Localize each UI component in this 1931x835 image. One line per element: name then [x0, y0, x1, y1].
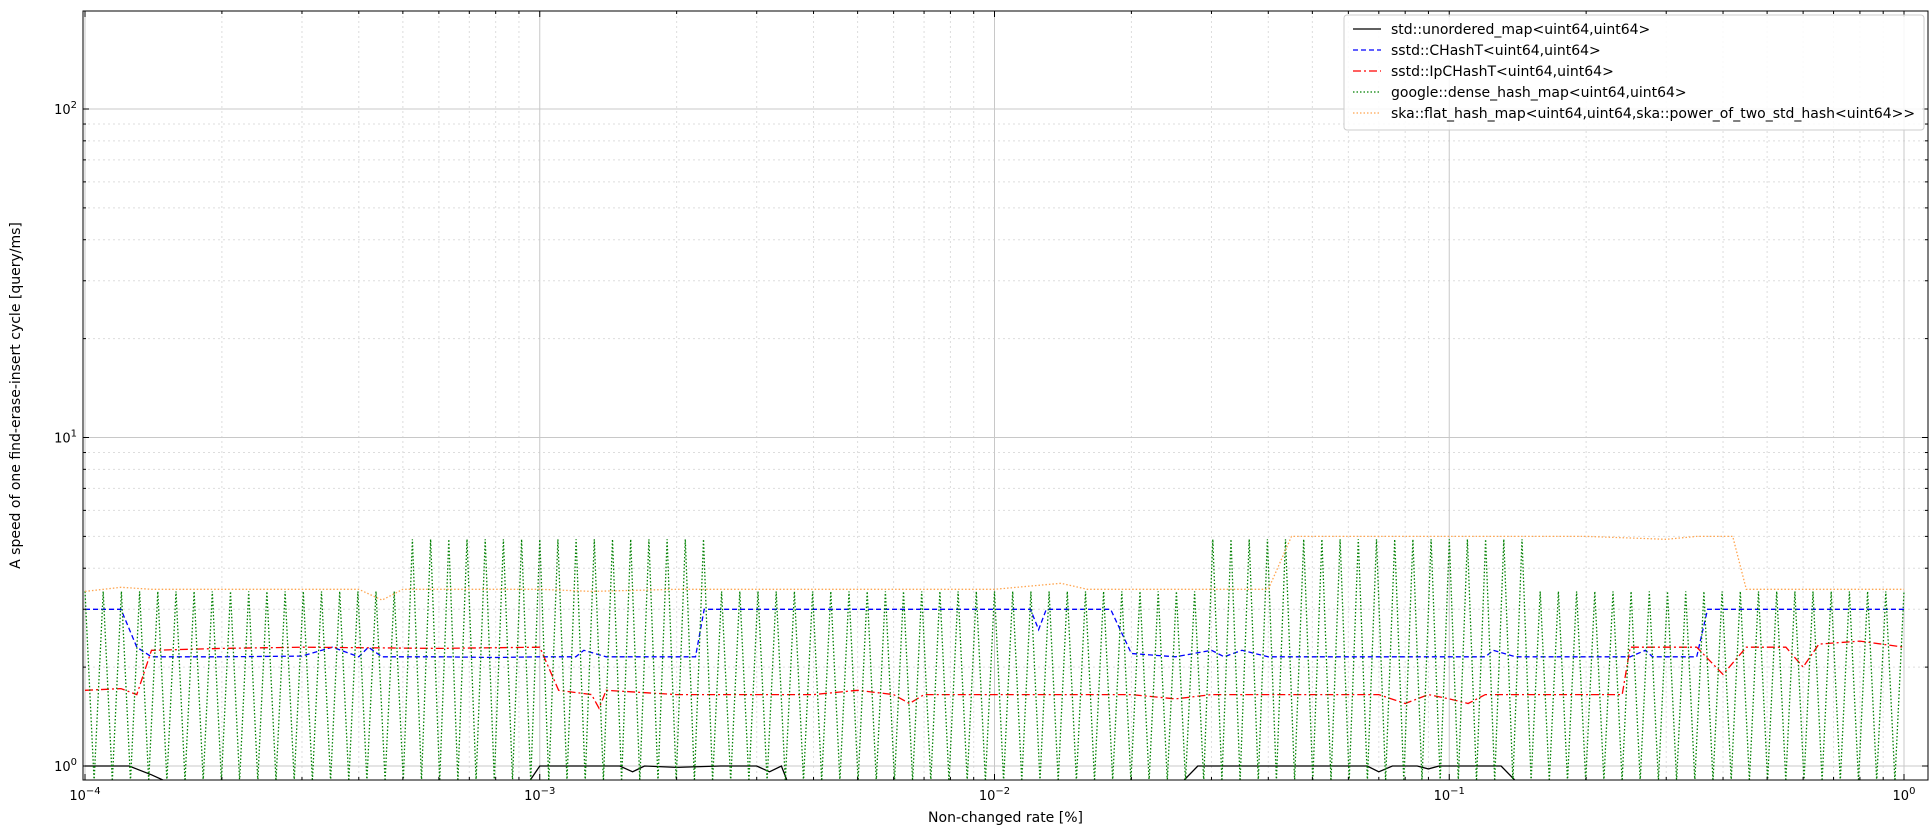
axis-ticks: 10−4 10−3 10−2 10−1 100 100 101 102	[54, 11, 1928, 804]
legend-entry: sstd::CHashT<uint64,uint64>	[1391, 43, 1601, 59]
y-axis-label: A speed of one find-erase-insert cycle […	[8, 222, 24, 569]
plot-frame	[82, 10, 1929, 781]
legend-entry: sstd::IpCHashT<uint64,uint64>	[1391, 64, 1614, 80]
x-tick-label: 10−4	[69, 786, 100, 804]
legend-entry: std::unordered_map<uint64,uint64>	[1391, 22, 1650, 38]
legend-box	[1343, 14, 1925, 131]
x-tick-label: 10−2	[979, 786, 1010, 804]
series-line-4	[84, 539, 1905, 780]
series-line-1	[85, 765, 1516, 780]
legend: std::unordered_map<uint64,uint64>sstd::C…	[1343, 14, 1925, 131]
x-tick-label: 100	[1893, 786, 1916, 804]
x-tick-label: 10−1	[1434, 786, 1465, 804]
series-line-5	[84, 535, 1904, 601]
series-lines	[84, 535, 1905, 780]
legend-entry: google::dense_hash_map<uint64,uint64>	[1391, 85, 1687, 101]
series-line-2	[85, 608, 1904, 659]
legend-entry: ska::flat_hash_map<uint64,uint64,ska::po…	[1391, 106, 1915, 122]
x-axis-label: Non-changed rate [%]	[928, 810, 1083, 826]
y-tick-label: 100	[54, 757, 77, 775]
x-tick-label: 10−3	[524, 786, 555, 804]
y-tick-label: 102	[54, 100, 77, 118]
y-tick-label: 101	[54, 429, 77, 447]
